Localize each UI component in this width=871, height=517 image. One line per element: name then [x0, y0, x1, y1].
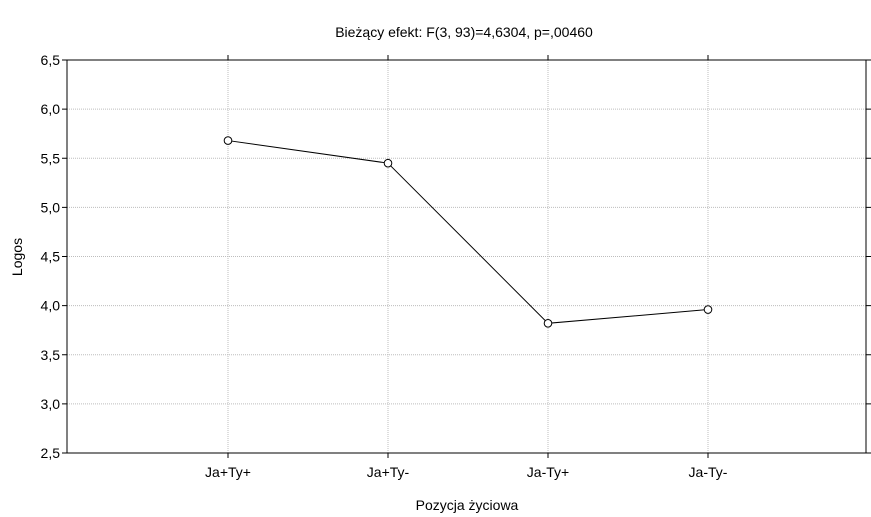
y-tick-label: 5,5: [41, 150, 61, 166]
y-tick-label: 4,0: [41, 298, 61, 314]
data-point: [543, 319, 553, 328]
y-tick-label: 3,5: [41, 347, 61, 363]
x-tick-label: Ja+Ty-: [367, 464, 410, 480]
y-tick-label: 3,0: [41, 396, 61, 412]
y-tick-label: 6,5: [41, 52, 61, 68]
data-point: [223, 136, 233, 145]
y-tick-label: 5,0: [41, 199, 61, 215]
y-axis-label: Logos: [9, 238, 25, 276]
plot-frame: [66, 59, 867, 454]
axis-ticks: [62, 55, 871, 458]
data-point: [703, 305, 713, 314]
x-tick-label: Ja-Ty+: [527, 464, 569, 480]
chart-title: Bieżący efekt: F(3, 93)=4,6304, p=,00460: [335, 24, 593, 40]
y-tick-label: 6,0: [41, 101, 61, 117]
series-line: [227, 140, 709, 324]
y-tick-labels: 2,5 3,0 3,5 4,0 4,5 5,0 5,5 6,0 6,5: [41, 52, 61, 461]
x-axis-label: Pozycja życiowa: [416, 497, 519, 513]
x-tick-label: Ja+Ty+: [205, 464, 251, 480]
gridlines: [67, 60, 866, 453]
x-tick-labels: Ja+Ty+ Ja+Ty- Ja-Ty+ Ja-Ty-: [205, 464, 728, 480]
y-tick-label: 4,5: [41, 249, 61, 265]
x-tick-label: Ja-Ty-: [689, 464, 728, 480]
y-tick-label: 2,5: [41, 445, 61, 461]
data-point: [383, 158, 393, 168]
series-layer: [223, 136, 713, 328]
